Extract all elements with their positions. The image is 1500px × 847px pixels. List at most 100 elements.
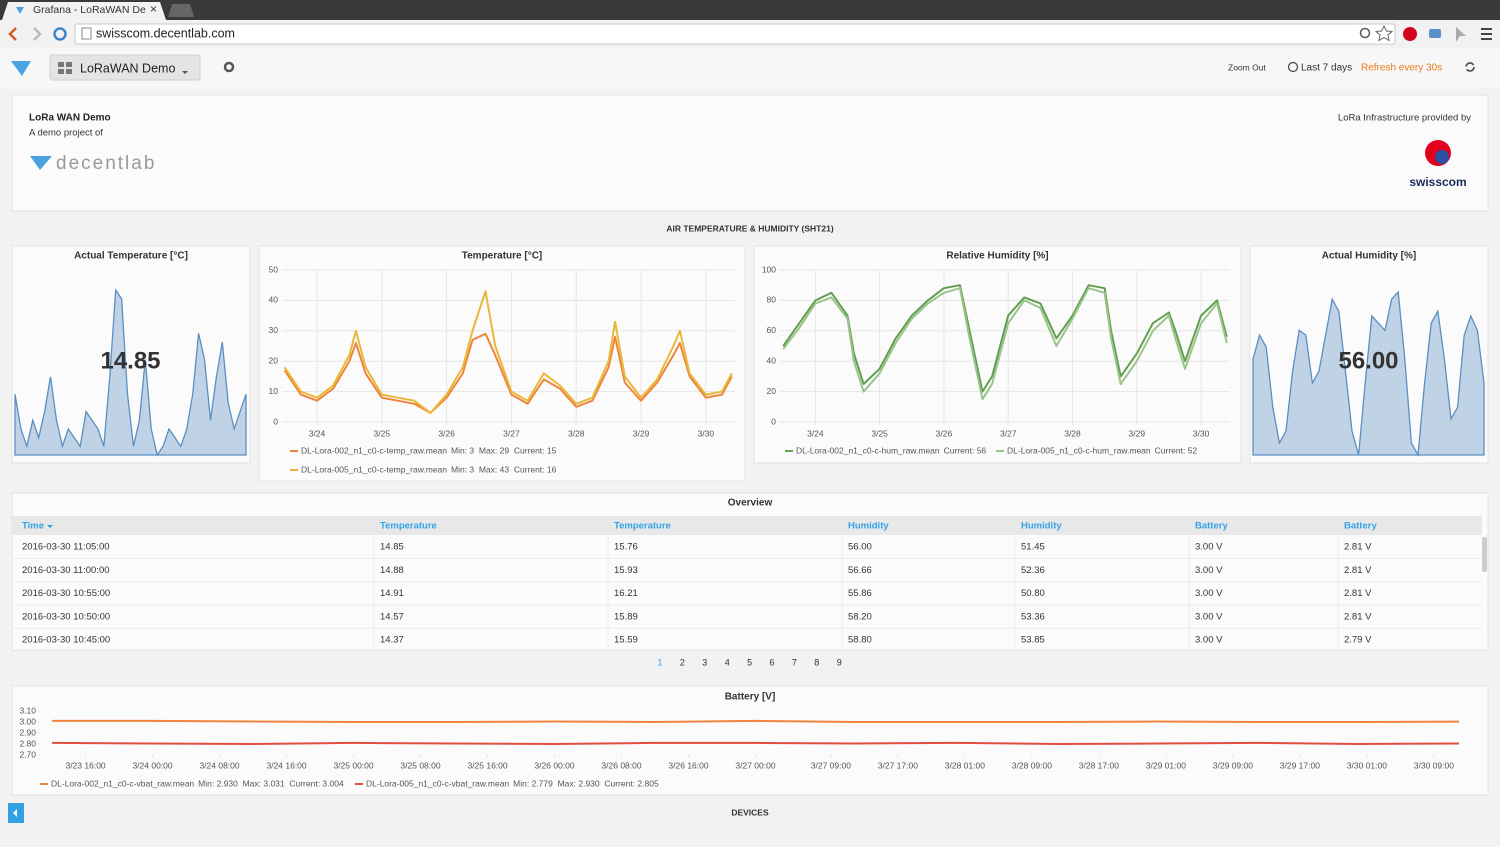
dashboard-name: LoRaWAN Demo	[80, 61, 175, 75]
table-cell: 15.93	[614, 565, 638, 576]
tab[interactable]	[2, 2, 166, 20]
y-tick-label: 20	[269, 355, 279, 365]
x-tick-label: 3/25 16:00	[467, 760, 507, 770]
arrow	[13, 809, 17, 817]
header-panel	[11, 94, 1489, 212]
tab-icon	[16, 7, 24, 14]
settings-icon[interactable]	[223, 61, 235, 73]
search-icon[interactable]	[1359, 27, 1371, 39]
x-tick-label: 3/26 16:00	[668, 760, 708, 770]
table-cell: 56.66	[848, 565, 872, 576]
x-tick-label: 3/30	[698, 428, 715, 438]
table-cell: 55.86	[848, 588, 872, 599]
page-link[interactable]: 3	[702, 657, 707, 667]
x-tick-label: 3/24 16:00	[266, 760, 306, 770]
x-tick-label: 3/25 00:00	[333, 760, 373, 770]
table-cell: 50.80	[1021, 588, 1045, 599]
legend-name[interactable]: DL-Lora-002_n1_c0-c-vbat_raw.mean	[51, 778, 194, 788]
refresh-button[interactable]	[1465, 62, 1475, 72]
dashboard-picker[interactable]	[49, 54, 201, 81]
new-tab[interactable]	[168, 4, 194, 17]
y-tick-label: 10	[269, 386, 279, 396]
reload-button[interactable]	[53, 27, 67, 41]
header-title: LoRa WAN Demo	[29, 113, 111, 124]
caret	[182, 71, 188, 74]
menu-icon[interactable]	[1481, 28, 1492, 40]
page-link[interactable]: 8	[814, 657, 819, 667]
page-link[interactable]: 4	[725, 657, 730, 667]
column-header[interactable]: Temperature	[380, 521, 437, 532]
x-tick-label: 3/24 00:00	[132, 760, 172, 770]
back-button[interactable]	[8, 27, 17, 41]
x-tick-label: 3/29 09:00	[1213, 760, 1253, 770]
time-range[interactable]: Last 7 days	[1301, 63, 1352, 74]
x-tick-label: 3/25 08:00	[400, 760, 440, 770]
panel-title: Relative Humidity [%]	[946, 251, 1048, 262]
forward-button[interactable]	[33, 27, 42, 41]
tab-close[interactable]: ×	[150, 2, 157, 16]
legend-name[interactable]: DL-Lora-005_n1_c0-c-temp_raw.mean	[301, 464, 447, 474]
sparkline	[14, 288, 247, 457]
x-tick-label: 3/26 08:00	[601, 760, 641, 770]
x-tick-label: 3/30	[1193, 428, 1210, 438]
x-tick-label: 3/28 17:00	[1079, 760, 1119, 770]
table-cell: 2.81 V	[1344, 611, 1372, 622]
page-link[interactable]: 2	[680, 657, 685, 667]
camera-icon[interactable]	[1429, 29, 1441, 38]
x-tick-label: 3/27	[1000, 428, 1017, 438]
x-tick-label: 3/30 01:00	[1347, 760, 1387, 770]
x-tick-label: 3/23 16:00	[65, 760, 105, 770]
table-cell: 3.00 V	[1195, 611, 1223, 622]
page-link[interactable]: 9	[837, 657, 842, 667]
table-cell: 14.57	[380, 611, 404, 622]
page-link[interactable]: 5	[747, 657, 752, 667]
column-header[interactable]: Battery	[1195, 521, 1228, 532]
page-link[interactable]: 7	[792, 657, 797, 667]
table-cell: 52.36	[1021, 565, 1045, 576]
y-tick-label: 40	[767, 355, 777, 365]
x-tick-label: 3/30 09:00	[1414, 760, 1454, 770]
y-tick-label: 20	[767, 386, 777, 396]
bookmark-star[interactable]	[1374, 24, 1394, 42]
legend-name[interactable]: DL-Lora-002_n1_c0-c-hum_raw.mean	[796, 445, 940, 455]
y-tick-label: 3.00	[19, 716, 36, 726]
table-cell: 53.85	[1021, 635, 1045, 646]
page-link[interactable]: 1	[657, 657, 662, 667]
column-header[interactable]: Temperature	[614, 521, 671, 532]
x-tick-label: 3/28	[568, 428, 585, 438]
legend-name[interactable]: DL-Lora-005_n1_c0-c-hum_raw.mean	[1007, 445, 1151, 455]
grafana-logo[interactable]	[11, 61, 31, 76]
adblock-icon[interactable]	[1403, 27, 1417, 41]
refresh-interval[interactable]: Refresh every 30s	[1361, 63, 1442, 74]
table-cell: 56.00	[848, 542, 872, 553]
legend-name[interactable]: DL-Lora-002_n1_c0-c-temp_raw.mean	[301, 445, 447, 455]
panel-title: Actual Temperature [°C]	[74, 251, 188, 262]
grid-icon	[66, 62, 72, 67]
table-cell: 58.80	[848, 635, 872, 646]
column-header[interactable]: Time	[22, 521, 44, 532]
legend-name[interactable]: DL-Lora-005_n1_c0-c-vbat_raw.mean	[366, 778, 509, 788]
legend-stats: Current: 52	[1155, 445, 1198, 455]
y-tick-label: 40	[269, 295, 279, 305]
x-tick-label: 3/27	[503, 428, 520, 438]
zoom-out[interactable]: Zoom Out	[1228, 62, 1266, 72]
page-link[interactable]: 6	[769, 657, 774, 667]
scrollbar[interactable]	[1482, 537, 1487, 572]
x-tick-label: 3/28	[1064, 428, 1081, 438]
grid-icon	[58, 69, 64, 74]
x-tick-label: 3/29 17:00	[1280, 760, 1320, 770]
x-tick-label: 3/29	[1129, 428, 1146, 438]
url-box[interactable]	[74, 23, 1396, 45]
column-header[interactable]: Humidity	[1021, 521, 1062, 532]
y-tick-label: 2.80	[19, 738, 36, 748]
stat-value: 56.00	[1338, 347, 1398, 374]
y-tick-label: 3.10	[19, 705, 36, 715]
x-tick-label: 3/27 09:00	[811, 760, 851, 770]
cursor-icon[interactable]	[1456, 27, 1466, 42]
table-cell: 51.45	[1021, 542, 1045, 553]
table-cell: 2016-03-30 10:45:00	[22, 635, 110, 646]
x-tick-label: 3/28 01:00	[945, 760, 985, 770]
column-header[interactable]: Humidity	[848, 521, 889, 532]
table-cell: 15.89	[614, 611, 638, 622]
column-header[interactable]: Battery	[1344, 521, 1377, 532]
